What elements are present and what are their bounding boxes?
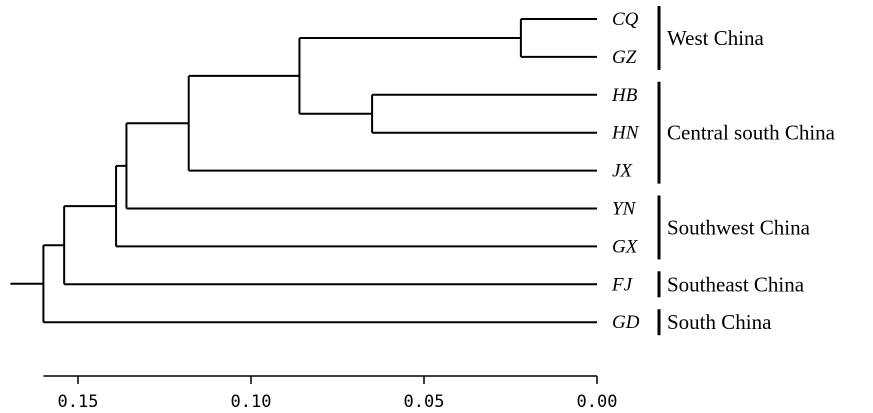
- leaf-label-jx: JX: [612, 161, 633, 182]
- axis-tick-label-0.10: 0.10: [231, 392, 272, 412]
- group-label-central-south-china: Central south China: [667, 121, 836, 145]
- leaf-label-gz: GZ: [612, 47, 637, 68]
- group-label-southeast-china: Southeast China: [667, 272, 805, 296]
- leaf-label-gx: GX: [612, 236, 639, 257]
- distance-axis: 0.15 0.10 0.05 0.00: [43, 375, 618, 412]
- leaf-label-cq: CQ: [612, 9, 639, 30]
- group-annotations: West China Central south China Southwest C…: [657, 6, 836, 336]
- leaf-label-hn: HN: [611, 123, 640, 144]
- leaf-label-hb: HB: [611, 85, 638, 106]
- leaf-label-gd: GD: [612, 312, 640, 333]
- axis-tick-label-0.05: 0.05: [404, 392, 445, 412]
- leaf-label-yn: YN: [612, 199, 637, 220]
- axis-tick-label-0.00: 0.00: [577, 392, 618, 412]
- leaf-labels: CQ GZ HB HN JX YN GX FJ GD: [611, 9, 640, 333]
- axis-tick-label-0.15: 0.15: [58, 392, 99, 412]
- group-label-south-china: South China: [667, 310, 772, 334]
- dendrogram-branches: [10, 18, 597, 324]
- leaf-label-fj: FJ: [611, 274, 634, 295]
- group-label-west-china: West China: [667, 26, 765, 50]
- group-label-southwest-china: Southwest China: [667, 215, 811, 239]
